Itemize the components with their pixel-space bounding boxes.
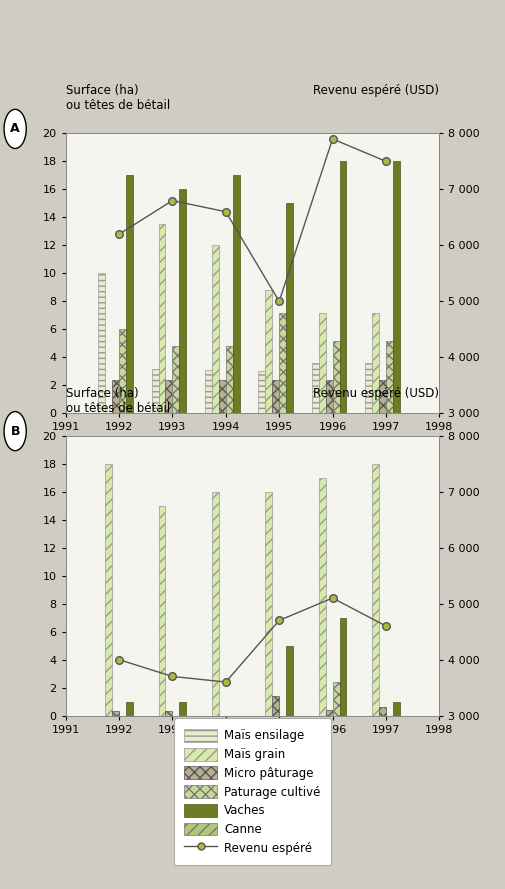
Text: Surface (ha)
ou têtes de bétail: Surface (ha) ou têtes de bétail [66,84,170,112]
Bar [393,161,400,413]
Bar [272,380,279,413]
Bar [379,708,386,716]
Bar [166,711,172,716]
Bar [326,380,333,413]
Bar [393,701,400,716]
Text: Surface (ha)
ou têtes de bétail: Surface (ha) ou têtes de bétail [66,387,170,414]
Bar [226,346,233,413]
Bar [372,464,379,716]
X-axis label: Année (scénario de prix): Année (scénario de prix) [180,741,325,753]
Bar [159,224,166,413]
Text: B: B [11,425,20,437]
Bar [326,710,333,716]
Bar [319,313,326,413]
Bar [372,313,379,413]
Legend: Maïs ensilage, Maïs grain, Micro pâturage, Paturage cultivé, Vaches, Canne, Reve: Maïs ensilage, Maïs grain, Micro pâturag… [174,718,331,865]
Bar [98,273,105,413]
Bar [272,696,279,716]
Bar [339,618,346,716]
Bar [126,175,133,413]
Bar [126,701,133,716]
X-axis label: Année (scénario de prix): Année (scénario de prix) [180,438,325,451]
Text: Revenu espéré (USD): Revenu espéré (USD) [313,387,439,400]
Bar [365,363,372,413]
Text: Revenu espéré (USD): Revenu espéré (USD) [313,84,439,98]
Bar [112,380,119,413]
Bar [279,313,286,413]
Bar [233,175,240,413]
Bar [212,492,219,716]
Bar [286,645,293,716]
Bar [319,477,326,716]
Bar [159,506,166,716]
Bar [105,464,112,716]
Text: A: A [10,123,20,135]
Bar [152,369,159,413]
Bar [212,245,219,413]
Bar [386,340,393,413]
Bar [339,161,346,413]
Bar [265,290,272,413]
Bar [172,346,179,413]
Bar [205,370,212,413]
Bar [112,711,119,716]
Bar [219,380,226,413]
Bar [286,204,293,413]
Bar [119,329,126,413]
Bar [333,340,339,413]
Bar [259,372,265,413]
Bar [179,701,186,716]
Bar [379,380,386,413]
Bar [265,492,272,716]
Bar [333,682,339,716]
Bar [312,363,319,413]
Bar [179,189,186,413]
Bar [166,380,172,413]
